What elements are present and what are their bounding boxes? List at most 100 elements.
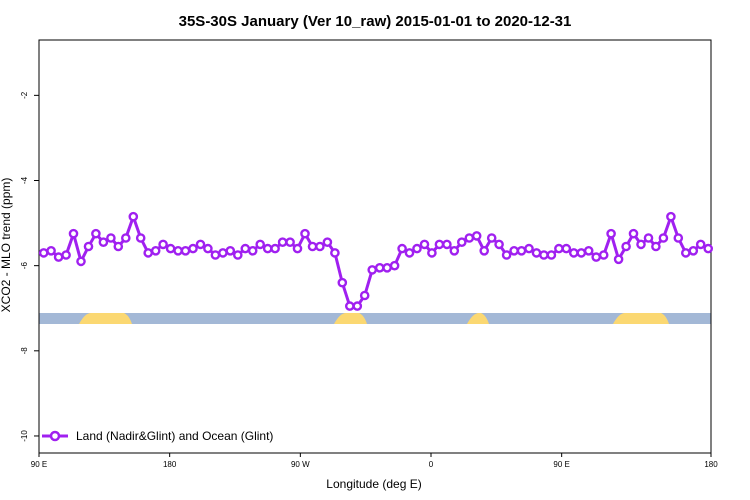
x-axis-label: Longitude (deg E): [326, 477, 421, 491]
land-patch: [613, 313, 669, 324]
x-tick-label: 90 E: [31, 460, 47, 469]
data-point: [397, 243, 407, 254]
data-point: [658, 233, 669, 243]
data-point: [330, 248, 340, 258]
legend-marker: [49, 430, 61, 442]
data-point: [277, 237, 288, 247]
data-point: [539, 250, 549, 260]
data-point: [546, 250, 557, 260]
data-point: [703, 243, 714, 254]
data-point: [76, 256, 86, 267]
data-point: [38, 248, 49, 258]
data-point: [606, 228, 616, 239]
data-point: [374, 262, 385, 273]
land-patch: [467, 313, 489, 324]
data-point: [91, 228, 101, 239]
data-point: [509, 245, 519, 256]
data-point: [643, 233, 654, 243]
y-tick-label: -4: [20, 176, 29, 184]
data-point: [203, 243, 213, 254]
data-point: [98, 237, 109, 247]
data-point: [524, 243, 534, 254]
data-point: [681, 248, 691, 258]
x-axis: 90 E 180 90 W 0 90 E 180: [31, 453, 718, 469]
data-point: [270, 243, 280, 254]
data-point: [486, 233, 497, 243]
y-tick-label: -8: [20, 347, 29, 355]
data-point: [210, 250, 221, 260]
data-point: [531, 248, 542, 258]
y-axis: -2 -4 -6 -8 -10: [20, 91, 39, 442]
data-point: [673, 233, 684, 243]
y-axis-label: XCO2 - MLO trend (ppm): [0, 178, 13, 313]
data-point: [471, 231, 482, 241]
data-point: [479, 245, 490, 256]
y-tick-label: -6: [20, 262, 29, 270]
data-point: [651, 241, 661, 252]
data-point: [427, 248, 437, 258]
data-point: [315, 241, 325, 252]
plot-frame: [38, 39, 712, 454]
data-point: [53, 252, 64, 262]
data-point: [494, 239, 504, 250]
data-point: [591, 252, 602, 262]
x-tick-label: 180: [704, 460, 718, 469]
data-point: [173, 245, 183, 256]
data-point: [352, 301, 363, 311]
y-tick-label: -10: [20, 430, 29, 442]
data-point: [128, 211, 139, 222]
data-point: [180, 245, 191, 256]
series-layer: [38, 211, 714, 311]
data-point: [419, 239, 430, 250]
legend-label: Land (Nadir&Glint) and Ocean (Glint): [76, 429, 273, 443]
data-point: [150, 245, 161, 256]
data-point: [569, 248, 579, 258]
data-point: [195, 239, 206, 250]
data-point: [68, 228, 79, 239]
data-point: [583, 245, 594, 256]
data-point: [232, 250, 243, 260]
data-point: [322, 237, 333, 247]
data-point: [367, 265, 378, 275]
data-point: [344, 301, 355, 311]
data-point: [83, 241, 94, 252]
x-tick-label: 0: [429, 460, 434, 469]
data-point: [285, 237, 295, 247]
data-point: [143, 248, 153, 258]
x-tick-label: 180: [163, 460, 177, 469]
data-point: [307, 241, 318, 252]
land-patch: [334, 313, 367, 324]
data-point: [292, 243, 303, 254]
data-point: [464, 233, 475, 243]
data-point: [636, 239, 646, 250]
data-point: [135, 233, 146, 243]
x-tick-label: 90 W: [291, 460, 310, 469]
data-point: [46, 245, 56, 256]
data-point: [613, 254, 624, 265]
data-point: [576, 248, 587, 258]
land-ocean-strip: [39, 313, 711, 324]
data-point: [113, 241, 124, 252]
data-point: [300, 228, 310, 239]
data-point: [434, 239, 445, 250]
data-point: [561, 243, 572, 254]
data-point: [262, 243, 273, 254]
data-point: [121, 233, 131, 243]
data-point: [621, 241, 631, 252]
data-point: [218, 248, 228, 258]
data-point: [389, 260, 400, 271]
legend: Land (Nadir&Glint) and Ocean (Glint): [42, 429, 273, 443]
data-point: [449, 245, 460, 256]
y-tick-label: -2: [20, 91, 29, 99]
data-point: [456, 237, 467, 247]
data-point: [165, 243, 176, 254]
data-point: [501, 250, 512, 260]
data-point: [412, 243, 422, 254]
data-point: [695, 239, 706, 250]
data-point: [255, 239, 266, 250]
data-point: [359, 290, 370, 301]
ocean-strip: [39, 313, 711, 324]
data-point: [598, 250, 609, 260]
data-point: [554, 243, 564, 254]
